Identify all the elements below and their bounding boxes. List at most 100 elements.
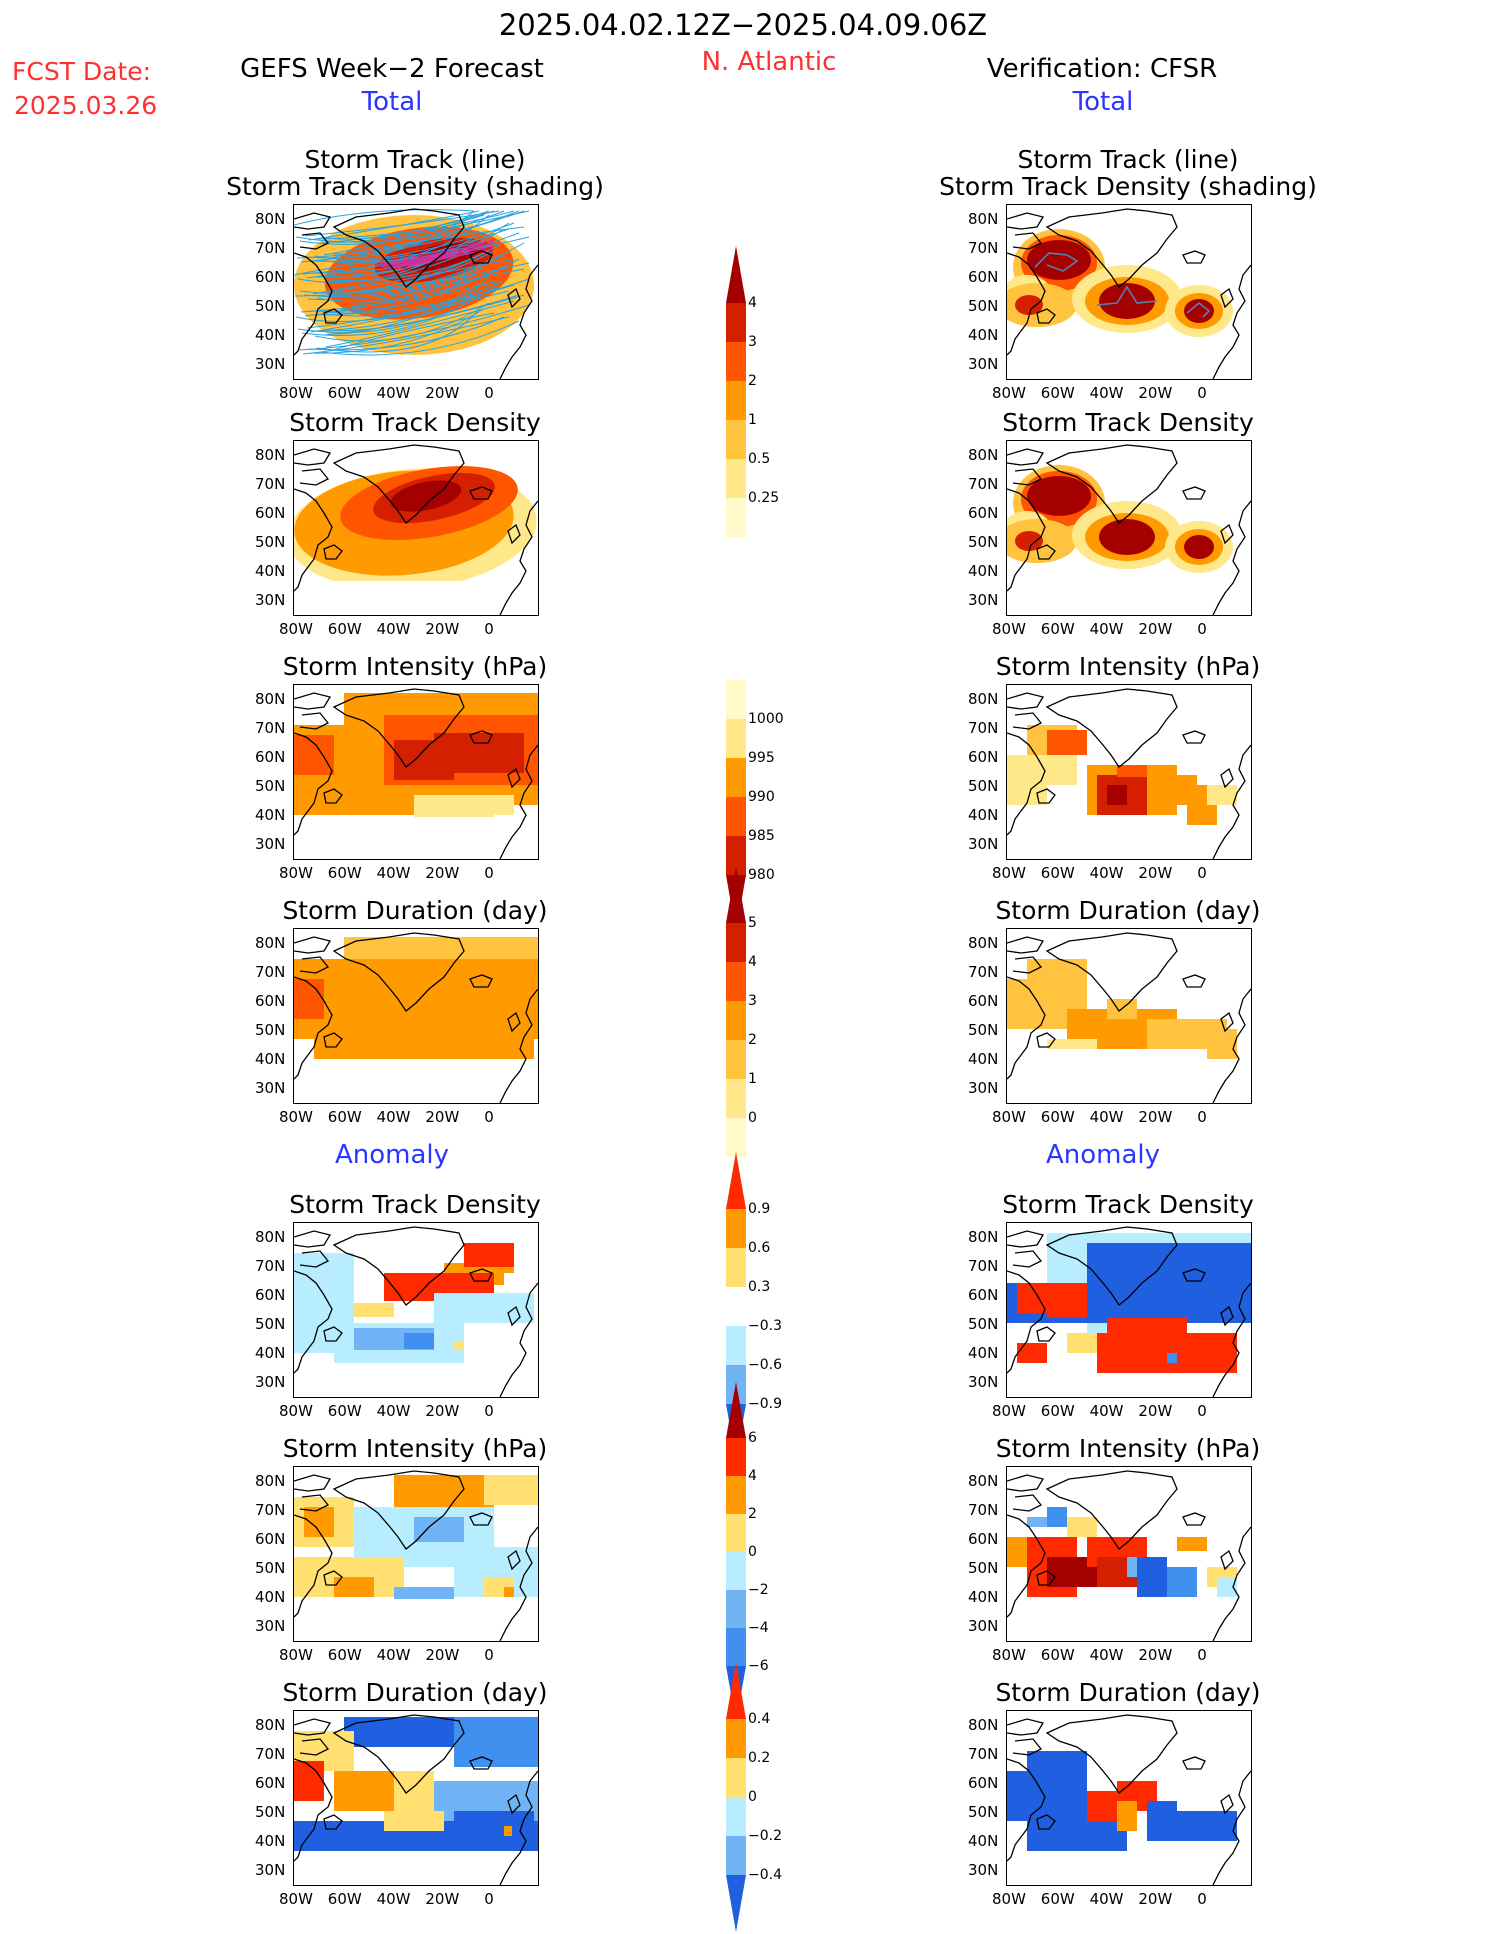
lat-tick-label: 70N xyxy=(968,1257,999,1275)
shading-contour xyxy=(1015,531,1043,551)
map-frame xyxy=(293,440,539,616)
lon-tick-label: 80W xyxy=(992,1646,1026,1664)
lat-tick-label: 50N xyxy=(255,1021,286,1039)
lat-tick-label: 60N xyxy=(255,748,286,766)
grid-cell xyxy=(1117,765,1147,777)
shading-contour xyxy=(1184,299,1214,323)
colorbar-cb-density xyxy=(726,246,746,537)
lon-tick-label: 0 xyxy=(484,1402,494,1420)
lon-tick-label: 0 xyxy=(1197,620,1207,638)
map-frame xyxy=(293,684,539,860)
lat-tick-label: 40N xyxy=(255,562,286,580)
lat-tick-label: 60N xyxy=(255,504,286,522)
panel-title-line: Storm Duration (day) xyxy=(282,896,548,925)
map-plot xyxy=(1007,932,1251,1103)
lat-tick-label: 30N xyxy=(255,1861,286,1879)
shading-contour xyxy=(1099,283,1155,319)
lon-tick-label: 20W xyxy=(1138,1108,1173,1126)
lat-tick-label: 40N xyxy=(255,1588,286,1606)
lon-tick-label: 60W xyxy=(327,1402,362,1420)
lon-tick-label: 80W xyxy=(279,620,313,638)
lat-tick-label: 60N xyxy=(968,1530,999,1548)
colorbar-tick-label: −0.3 xyxy=(748,1318,782,1334)
lat-tick-label: 60N xyxy=(968,268,999,286)
colorbar-segment xyxy=(726,1001,746,1040)
lon-tick-label: 20W xyxy=(425,1646,460,1664)
grid-cell xyxy=(464,1243,514,1267)
lat-tick-label: 50N xyxy=(255,1315,286,1333)
map-frame xyxy=(1006,204,1252,380)
lat-tick-label: 50N xyxy=(968,1315,999,1333)
colorbar-segment xyxy=(726,1476,746,1514)
lat-tick-label: 50N xyxy=(255,1803,286,1821)
lat-tick-label: 50N xyxy=(968,777,999,795)
map-frame xyxy=(1006,1466,1252,1642)
lat-tick-label: 80N xyxy=(968,210,999,228)
panel-title: Storm Track (line) Storm Track Density (s… xyxy=(205,146,625,200)
grid-cell xyxy=(1067,733,1087,753)
lat-tick-label: 70N xyxy=(255,963,286,981)
lat-tick-label: 30N xyxy=(255,591,286,609)
colorbar-segment xyxy=(726,836,746,875)
colorbar-segment xyxy=(726,1552,746,1590)
colorbar-segment xyxy=(726,420,746,459)
colorbar-segment xyxy=(726,680,746,719)
grid-cell xyxy=(334,1577,374,1597)
grid-cell xyxy=(1007,1771,1067,1821)
lon-tick-label: 40W xyxy=(1089,620,1124,638)
colorbar-tick-label: 4 xyxy=(748,1468,757,1484)
verification-column-title: Verification: CFSR xyxy=(986,54,1218,84)
lat-tick-label: 80N xyxy=(255,210,286,228)
colorbar-tick-label: 0 xyxy=(748,1789,757,1805)
lon-tick-label: 80W xyxy=(992,1108,1026,1126)
coastline xyxy=(1007,1714,1251,1885)
grid-cell xyxy=(504,1587,514,1597)
grid-cell xyxy=(294,735,334,775)
colorbar-segment xyxy=(726,1875,746,1932)
panel-title-line: Storm Track (line) xyxy=(304,145,526,174)
panel-title-line: Storm Track Density xyxy=(289,1190,541,1219)
colorbar-tick-label: −0.2 xyxy=(748,1828,782,1844)
panel-title-line: Storm Track Density xyxy=(1002,408,1254,437)
lat-tick-label: 30N xyxy=(968,835,999,853)
map-plot xyxy=(294,444,538,615)
lon-tick-label: 20W xyxy=(1138,864,1173,882)
colorbar-tick-label: −0.9 xyxy=(748,1396,782,1412)
lon-tick-label: 60W xyxy=(327,864,362,882)
panel-title: Storm Duration (day) xyxy=(918,897,1338,924)
lon-tick-label: 60W xyxy=(1040,1402,1075,1420)
colorbar-segment xyxy=(726,1797,746,1836)
colorbar-tick-label: 980 xyxy=(748,867,775,883)
colorbar-segment xyxy=(726,962,746,1001)
lat-tick-label: 30N xyxy=(255,835,286,853)
panel-title-line: Storm Duration (day) xyxy=(995,1678,1261,1707)
lon-tick-label: 40W xyxy=(1089,384,1124,402)
lon-tick-label: 60W xyxy=(1040,1890,1075,1908)
grid-cell xyxy=(384,1811,444,1831)
coastline xyxy=(294,688,538,859)
grid-cell xyxy=(434,1293,534,1323)
lat-tick-label: 70N xyxy=(255,239,286,257)
grid-cell xyxy=(394,740,454,780)
lat-tick-label: 70N xyxy=(968,1745,999,1763)
lon-tick-label: 80W xyxy=(279,1108,313,1126)
coastline xyxy=(1007,444,1251,615)
lat-tick-label: 70N xyxy=(968,239,999,257)
panel-title: Storm Track (line) Storm Track Density (s… xyxy=(918,146,1338,200)
grid-cell xyxy=(394,1587,454,1599)
colorbar-cb-intensity-anom xyxy=(726,1382,746,1722)
map-frame xyxy=(293,928,539,1104)
map-plot xyxy=(294,1226,538,1397)
lat-tick-label: 40N xyxy=(968,1050,999,1068)
lat-tick-label: 80N xyxy=(968,934,999,952)
grid-cell xyxy=(1067,1517,1097,1537)
lon-tick-label: 0 xyxy=(1197,384,1207,402)
lat-tick-label: 30N xyxy=(255,1373,286,1391)
lon-tick-label: 60W xyxy=(1040,384,1075,402)
panel-title-line: Storm Track Density xyxy=(1002,1190,1254,1219)
panel-subtitle-line: Storm Track Density (shading) xyxy=(939,172,1317,201)
colorbar-tick-label: 1 xyxy=(748,412,757,428)
lon-tick-label: 20W xyxy=(1138,1646,1173,1664)
lon-tick-label: 0 xyxy=(1197,1646,1207,1664)
lat-tick-label: 80N xyxy=(968,446,999,464)
